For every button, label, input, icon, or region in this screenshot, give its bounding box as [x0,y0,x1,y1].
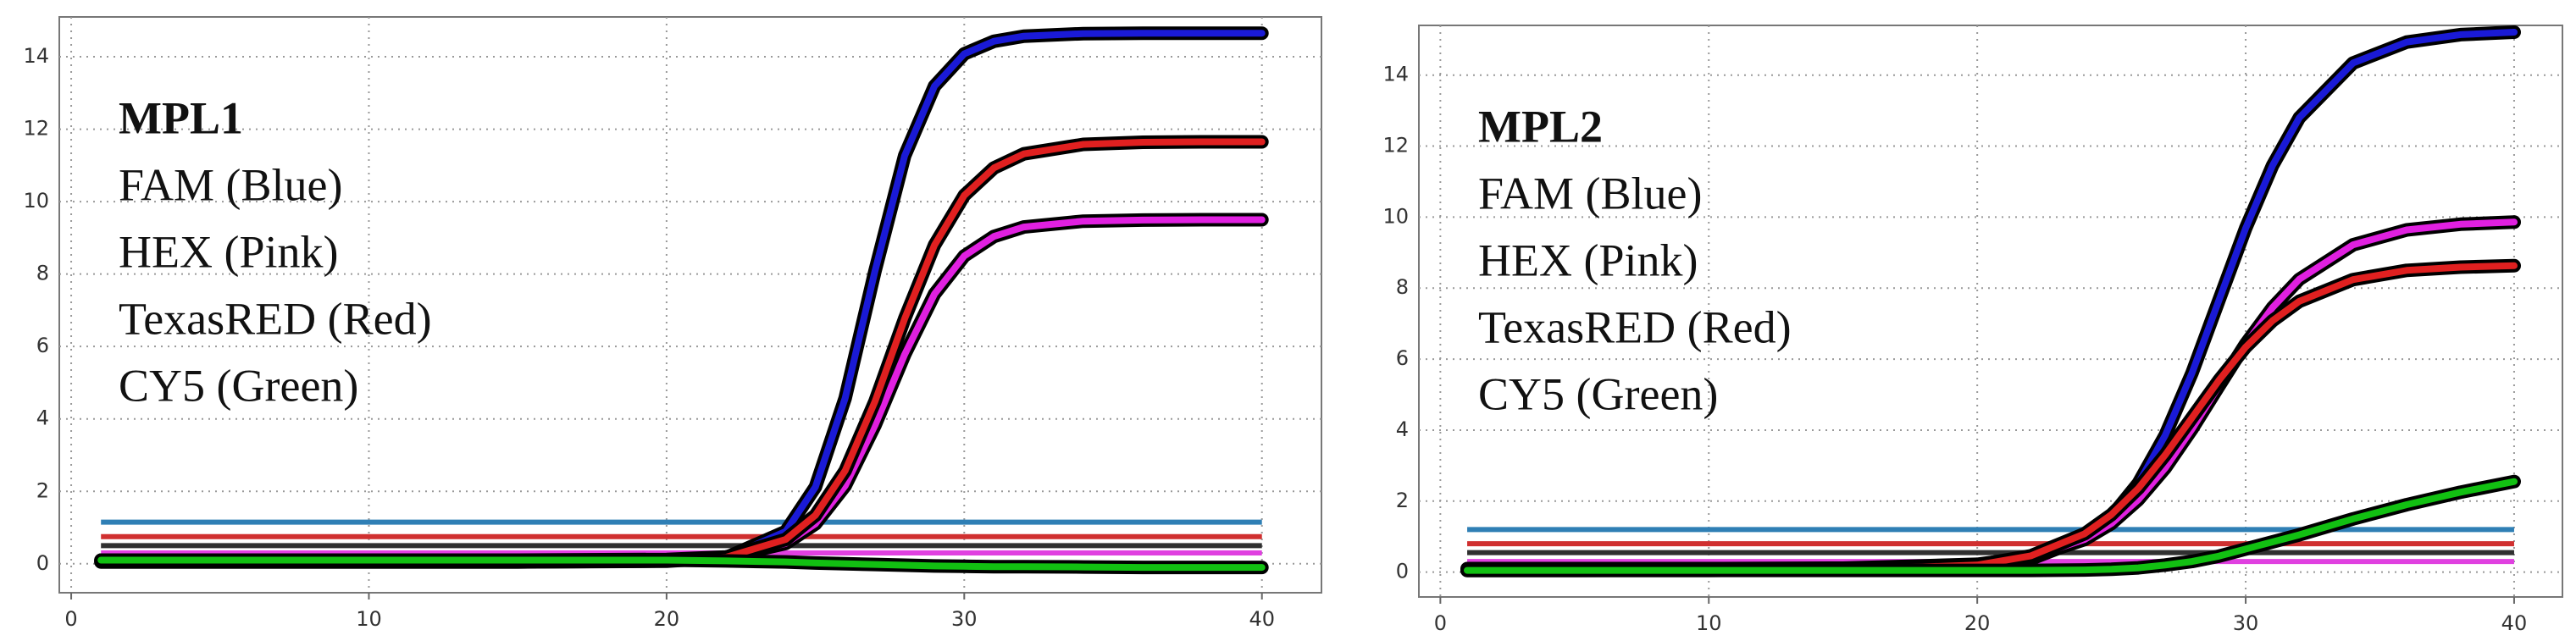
x-tick-label: 10 [356,607,382,631]
y-tick-label: 4 [1396,417,1409,441]
y-tick-label: 0 [1396,560,1409,583]
chart-panel: 0 2 4 6 8 10 12 14 0 10 20 30 40 MPL2 FAM (Blue) HEX (P… [1382,25,2563,635]
y-tick-label: 8 [1396,275,1409,299]
x-tick-label: 40 [2501,611,2528,635]
x-tick-label: 10 [1696,611,1722,635]
x-tick-label: 30 [951,607,978,631]
legend-label: FAM (Blue) [119,159,343,210]
y-tick-label: 10 [23,189,49,213]
y-tick-label: 8 [36,262,49,285]
x-tick-label: 20 [654,607,680,631]
series-line [97,556,1266,572]
chart-panel: 0 2 4 6 8 10 12 14 0 10 20 30 40 MPL1 FAM (Blue) HEX (P… [23,16,1322,631]
x-tick-label: 0 [1434,611,1447,635]
y-tick-label: 2 [36,478,49,502]
y-tick-label: 4 [36,406,49,430]
y-tick-label: 0 [36,551,49,575]
legend-label: TexasRED (Red) [119,293,432,344]
legend-label: CY5 (Green) [1478,368,1718,419]
x-tick-label: 0 [64,607,77,631]
y-tick-label: 12 [23,117,49,141]
x-tick-label: 40 [1249,607,1275,631]
series-line [1464,478,2518,574]
legend-label: FAM (Blue) [1478,168,1703,218]
y-tick-label: 6 [1396,346,1409,370]
chart-title: MPL1 [119,92,243,143]
legend-label: HEX (Pink) [1478,235,1698,285]
legend-label: TexasRED (Red) [1478,301,1792,352]
x-tick-label: 30 [2233,611,2259,635]
y-tick-label: 14 [1382,63,1409,86]
y-tick-label: 2 [1396,489,1409,512]
legend-label: HEX (Pink) [119,226,338,277]
x-tick-label: 20 [1964,611,1991,635]
y-tick-label: 12 [1382,134,1409,157]
y-tick-label: 6 [36,334,49,357]
plot-frame [58,16,1322,594]
chart-title: MPL2 [1478,101,1603,152]
y-tick-label: 14 [23,44,49,68]
y-tick-label: 10 [1382,204,1409,228]
legend-label: CY5 (Green) [119,360,358,411]
